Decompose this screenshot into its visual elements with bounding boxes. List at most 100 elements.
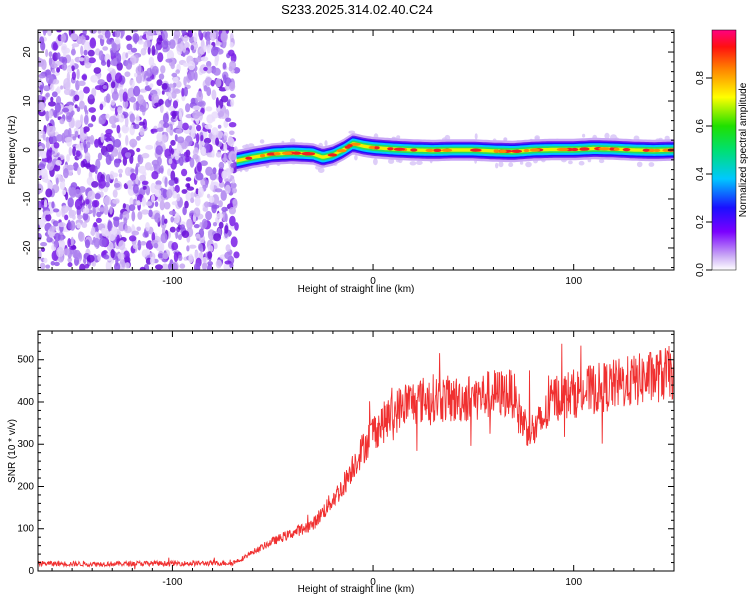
noise-dot [124, 152, 132, 158]
noise-dot [161, 83, 168, 90]
noise-dot [119, 93, 123, 103]
noise-dot [38, 201, 41, 211]
noise-dot [125, 135, 129, 146]
noise-dot [525, 161, 532, 168]
noise-dot [197, 161, 202, 172]
noise-dot [113, 182, 121, 188]
noise-dot [164, 218, 168, 224]
noise-dot [106, 59, 111, 68]
noise-dot [217, 111, 225, 117]
noise-dot [139, 266, 146, 270]
noise-dot [233, 251, 240, 259]
noise-dot [71, 65, 75, 72]
noise-dot [172, 190, 178, 199]
snr-series [38, 343, 674, 570]
noise-dot [229, 42, 234, 48]
noise-dot [131, 230, 140, 236]
noise-dot [125, 52, 129, 59]
x-tick-label: 100 [565, 276, 582, 287]
noise-dot [146, 30, 155, 37]
noise-dot [60, 33, 66, 43]
noise-dot [87, 123, 94, 128]
noise-dot [218, 161, 225, 169]
noise-dot [212, 222, 218, 227]
noise-dot [106, 38, 113, 45]
noise-dot [388, 158, 395, 164]
x-tick-label: 0 [370, 276, 376, 287]
noise-dot [187, 30, 193, 38]
noise-dot [139, 127, 145, 136]
noise-dot [151, 171, 159, 180]
noise-dot [71, 90, 76, 96]
noise-dot [74, 130, 79, 138]
noise-dot [39, 84, 43, 95]
noise-dot [229, 262, 234, 269]
noise-dot [228, 257, 234, 262]
noise-dot [71, 71, 76, 81]
noise-dot [66, 154, 70, 162]
noise-dot [137, 154, 144, 165]
noise-dot [168, 263, 172, 270]
noise-dot [46, 149, 52, 161]
noise-dot [168, 158, 173, 165]
noise-dot [207, 245, 214, 253]
noise-dot [137, 239, 142, 251]
noise-dot [141, 249, 148, 258]
noise-dot [161, 263, 169, 270]
noise-dot [197, 186, 204, 198]
noise-dot [508, 162, 514, 167]
snr-panel: -100 0 100 0 100 200 300 400 500 Height of strai… [7, 330, 675, 595]
noise-dot [72, 162, 79, 171]
noise-dot [124, 116, 129, 128]
noise-dot [83, 86, 90, 94]
noise-dot [86, 141, 91, 149]
noise-dot [147, 46, 151, 55]
noise-dot [185, 156, 190, 163]
noise-dot [78, 57, 85, 62]
noise-dot [195, 172, 204, 181]
noise-dot [84, 263, 90, 269]
ridge-peak [350, 142, 361, 146]
noise-dot [82, 30, 87, 37]
noise-dot [200, 160, 208, 166]
noise-dot [45, 92, 50, 98]
noise-dot [185, 191, 192, 201]
signal-ridge [236, 133, 674, 172]
noise-dot [206, 86, 212, 97]
noise-dot [170, 148, 174, 155]
noise-dot [213, 233, 222, 242]
noise-dot [198, 30, 202, 38]
noise-dot [190, 197, 195, 204]
noise-dot [67, 219, 71, 230]
noise-dot [215, 97, 219, 108]
noise-dot [165, 58, 173, 63]
noise-dot [180, 224, 185, 230]
noise-dot [188, 244, 197, 249]
noise-dot [104, 30, 111, 39]
noise-dot [190, 44, 195, 51]
ridge-peak [387, 147, 394, 151]
noise-dot [416, 160, 423, 165]
noise-dot [79, 132, 85, 143]
noise-dot [229, 182, 237, 189]
noise-dot [217, 124, 222, 129]
noise-dot [143, 41, 148, 51]
noise-dot [122, 91, 128, 102]
noise-dot [38, 94, 43, 101]
noise-dot [181, 230, 190, 238]
y-tick-label: 200 [17, 481, 34, 492]
noise-dot [100, 132, 105, 143]
noise-dot [181, 122, 189, 131]
y-tick-label: 20 [22, 46, 33, 58]
noise-dot [85, 199, 90, 205]
noise-dot [119, 212, 123, 220]
noise-dot [99, 103, 104, 111]
noise-dot [173, 251, 179, 263]
ridge-peak [393, 147, 406, 151]
noise-dot [80, 160, 86, 168]
noise-dot [140, 241, 147, 246]
noise-dot [83, 128, 87, 134]
noise-dot [181, 189, 188, 194]
